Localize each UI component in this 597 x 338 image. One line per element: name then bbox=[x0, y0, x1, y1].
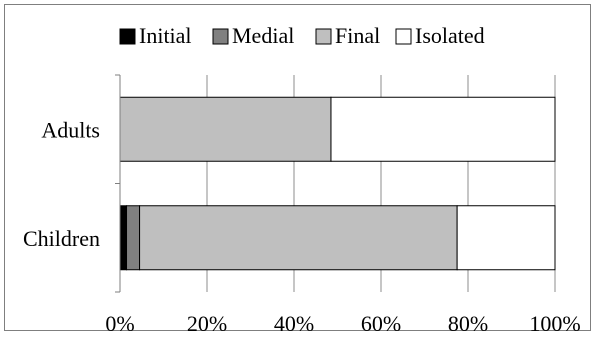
legend-swatch-initial bbox=[120, 29, 135, 44]
category-label-adults: Adults bbox=[41, 117, 100, 142]
legend-swatch-final bbox=[316, 29, 331, 44]
legend-swatch-isolated bbox=[396, 29, 411, 44]
bars bbox=[120, 97, 555, 270]
legend: Initial Medial Final Isolated bbox=[120, 23, 485, 48]
y-axis-category-labels: Adults Children bbox=[23, 117, 100, 251]
x-tick-label: 80% bbox=[448, 311, 488, 336]
legend-label-isolated: Isolated bbox=[415, 23, 485, 48]
x-tick-label: 100% bbox=[529, 311, 580, 336]
bar-segment-children-isolated bbox=[457, 206, 555, 270]
bar-segment-children-final bbox=[140, 206, 458, 270]
x-tick-label: 0% bbox=[105, 311, 134, 336]
axes bbox=[115, 75, 120, 292]
legend-swatch-medial bbox=[213, 29, 228, 44]
legend-label-initial: Initial bbox=[139, 23, 192, 48]
bar-segment-adults-final bbox=[120, 97, 331, 161]
x-tick-label: 60% bbox=[361, 311, 401, 336]
bar-segment-children-medial bbox=[127, 206, 140, 270]
legend-label-medial: Medial bbox=[232, 23, 294, 48]
category-label-children: Children bbox=[23, 226, 100, 251]
legend-label-final: Final bbox=[335, 23, 380, 48]
x-axis-tick-labels: 0% 20% 40% 60% 80% 100% bbox=[105, 311, 580, 336]
bar-segment-adults-isolated bbox=[331, 97, 555, 161]
x-tick-label: 40% bbox=[274, 311, 314, 336]
x-tick-label: 20% bbox=[187, 311, 227, 336]
bar-segment-children-initial bbox=[120, 206, 127, 270]
